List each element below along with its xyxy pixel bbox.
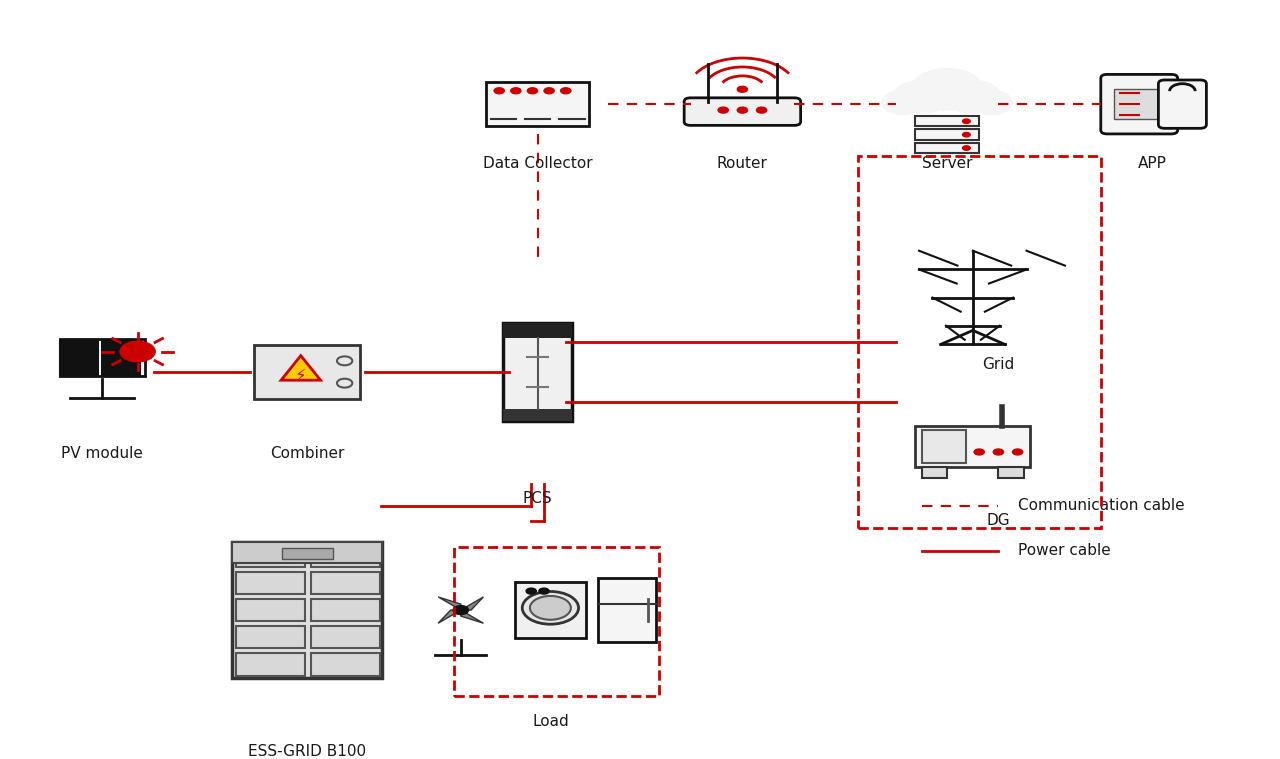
Circle shape <box>963 132 970 137</box>
Bar <box>236 653 305 676</box>
Circle shape <box>453 606 468 615</box>
Bar <box>311 572 379 594</box>
Bar <box>236 545 305 567</box>
Circle shape <box>718 107 728 113</box>
Bar <box>599 578 657 641</box>
Bar <box>236 626 305 648</box>
Circle shape <box>561 88 571 94</box>
Bar <box>503 323 572 421</box>
Text: Grid: Grid <box>982 357 1015 372</box>
Bar <box>233 543 381 678</box>
Polygon shape <box>282 356 320 380</box>
Text: Communication cable: Communication cable <box>1018 499 1184 513</box>
Circle shape <box>120 342 155 362</box>
FancyBboxPatch shape <box>684 98 801 125</box>
Circle shape <box>882 91 923 115</box>
Bar <box>998 467 1024 478</box>
Text: Combiner: Combiner <box>270 446 344 461</box>
Polygon shape <box>461 610 484 623</box>
Circle shape <box>972 91 1012 115</box>
Bar <box>60 339 145 376</box>
Bar <box>503 323 572 338</box>
Bar <box>311 545 379 567</box>
FancyBboxPatch shape <box>1101 74 1178 134</box>
Circle shape <box>911 68 983 110</box>
Polygon shape <box>438 610 461 623</box>
Circle shape <box>945 80 1001 113</box>
Text: Power cable: Power cable <box>1018 543 1110 558</box>
Bar <box>311 626 379 648</box>
Polygon shape <box>438 597 461 610</box>
Text: DG: DG <box>987 513 1010 528</box>
Bar <box>486 82 589 127</box>
Bar <box>1114 90 1165 119</box>
Circle shape <box>974 449 984 455</box>
Bar <box>60 341 99 357</box>
Bar <box>915 116 979 127</box>
Bar <box>236 599 305 622</box>
Bar <box>515 582 585 638</box>
Circle shape <box>544 88 554 94</box>
Text: PCS: PCS <box>522 491 553 506</box>
Circle shape <box>511 88 521 94</box>
Bar <box>915 143 979 153</box>
Circle shape <box>526 588 536 594</box>
Text: Data Collector: Data Collector <box>483 156 593 172</box>
Bar <box>60 359 99 376</box>
Bar <box>922 430 966 463</box>
Polygon shape <box>461 597 484 610</box>
Bar <box>282 548 333 559</box>
Circle shape <box>494 88 504 94</box>
Circle shape <box>963 119 970 124</box>
Circle shape <box>530 596 571 620</box>
Circle shape <box>737 107 748 113</box>
Text: APP: APP <box>1138 156 1166 172</box>
Circle shape <box>527 88 538 94</box>
Circle shape <box>539 588 549 594</box>
Circle shape <box>993 449 1004 455</box>
Circle shape <box>737 87 748 93</box>
Circle shape <box>893 80 950 113</box>
Bar <box>311 599 379 622</box>
Bar <box>915 130 979 140</box>
Bar <box>915 426 1030 467</box>
FancyBboxPatch shape <box>1158 80 1207 128</box>
Text: ⚡: ⚡ <box>294 367 307 385</box>
Bar <box>922 467 947 478</box>
Bar <box>233 543 381 562</box>
Text: PV module: PV module <box>61 446 143 461</box>
Text: Server: Server <box>922 156 973 172</box>
Bar <box>102 359 141 376</box>
Text: Router: Router <box>717 156 768 172</box>
Bar <box>503 409 572 421</box>
Text: ESS-GRID B100: ESS-GRID B100 <box>248 744 366 759</box>
Circle shape <box>1012 449 1023 455</box>
Bar <box>236 572 305 594</box>
Circle shape <box>963 146 970 150</box>
Bar <box>102 341 141 357</box>
FancyBboxPatch shape <box>255 345 360 398</box>
Circle shape <box>756 107 767 113</box>
Text: Load: Load <box>532 714 568 729</box>
Circle shape <box>522 591 579 624</box>
Bar <box>311 653 379 676</box>
